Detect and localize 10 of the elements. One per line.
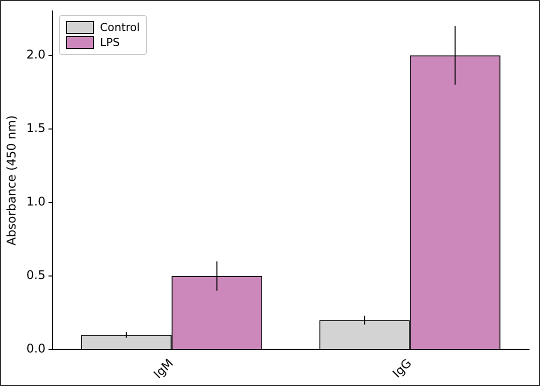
x-tick-label: IgG <box>390 356 414 381</box>
legend-label: Control <box>100 21 140 34</box>
y-tick-label: 2.0 <box>26 47 46 62</box>
y-tick-label: 0.5 <box>26 268 46 282</box>
y-tick-label: 1.5 <box>26 121 46 136</box>
x-tick-label: IgM <box>150 356 176 382</box>
y-tick-label: 0.0 <box>26 342 46 356</box>
y-axis-title: Absorbance (450 nm) <box>4 115 18 246</box>
y-tick-label: 1.0 <box>26 194 46 209</box>
legend-label: LPS <box>100 36 120 49</box>
